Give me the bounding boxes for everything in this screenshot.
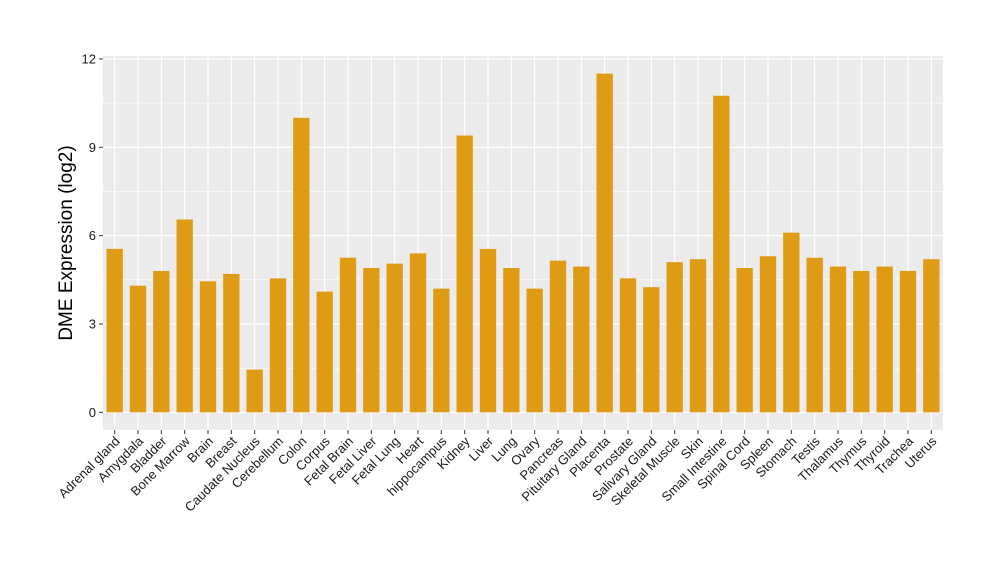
bar [526,288,543,413]
plot-panel [103,56,943,430]
bar [899,270,917,413]
bar [223,273,240,413]
bars [106,73,940,413]
y-tick-label: 3 [89,316,96,331]
bar [433,288,450,413]
bar [409,253,427,413]
bar [713,95,730,413]
y-axis: 0 3 6 9 12 [82,51,103,420]
bar [596,73,613,413]
bar [876,266,893,413]
bar [199,281,217,413]
bar [176,219,193,413]
bar [829,266,847,413]
bar [106,248,123,413]
bar [923,259,940,413]
bar [339,257,357,413]
y-axis-title: DME Expression (log2) [56,145,77,340]
bar [666,262,683,413]
bar [643,287,660,413]
bar [759,256,777,413]
bar [479,248,497,413]
bar [386,263,403,413]
bar [129,285,147,413]
x-tick-label: Liver [466,433,497,464]
bar [783,232,800,413]
bar [619,278,637,413]
bar [246,369,263,413]
bar [573,266,590,413]
y-tick-label: 6 [89,228,96,243]
y-tick-label: 12 [82,51,96,66]
bar [316,291,333,413]
bar [503,268,520,413]
bar [736,268,753,413]
bar [153,270,170,413]
bar [269,278,287,413]
bar [853,270,870,413]
y-tick-label: 0 [89,405,96,420]
bar [363,268,380,413]
bar [549,260,567,413]
bar [293,117,310,413]
bar [456,135,473,413]
bar [689,259,707,413]
y-tick-label: 9 [89,140,96,155]
bar [806,257,823,413]
